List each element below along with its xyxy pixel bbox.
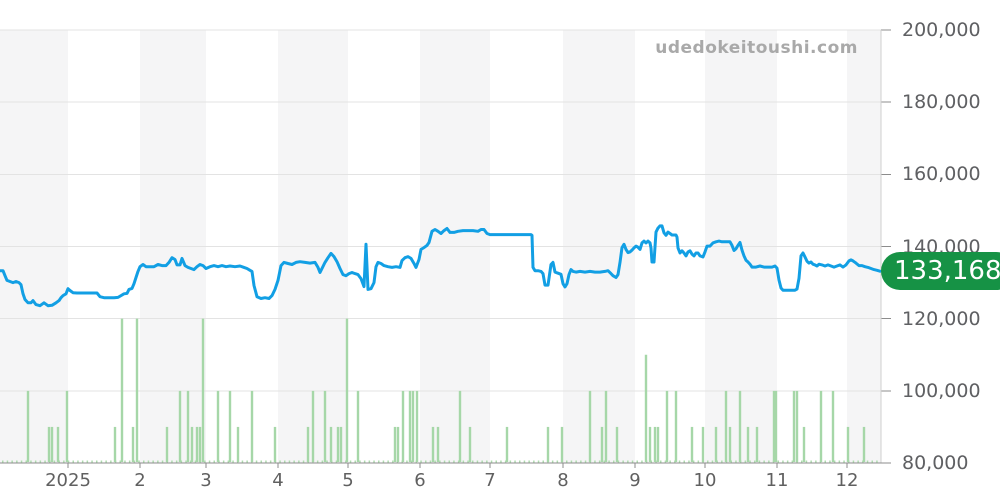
x-tick-label: 7 — [484, 470, 496, 491]
x-tick-label: 8 — [557, 470, 569, 491]
x-tick-label: 6 — [414, 470, 426, 491]
x-tick-label: 11 — [765, 470, 789, 491]
y-tick-label: 160,000 — [902, 163, 981, 186]
y-tick-label: 200,000 — [902, 19, 981, 41]
x-tick-label: 5 — [342, 470, 354, 491]
y-tick-label: 80,000 — [902, 452, 969, 474]
price-line — [0, 224, 882, 308]
x-tick-label: 2 — [134, 470, 146, 491]
x-tick-label: 4 — [272, 470, 284, 491]
y-tick-label: 180,000 — [902, 91, 981, 114]
x-tick-label: 2025 — [45, 470, 91, 491]
y-tick-label: 100,000 — [902, 379, 981, 402]
watermark: udedokeitoushi.com — [655, 38, 858, 58]
x-tick-label: 3 — [200, 470, 212, 491]
current-price-badge: 133,168 — [881, 252, 1000, 290]
x-tick-label: 9 — [629, 470, 641, 491]
y-tick-label: 120,000 — [902, 307, 981, 330]
x-tick-label: 10 — [693, 470, 717, 491]
x-tick-label: 12 — [835, 470, 859, 491]
